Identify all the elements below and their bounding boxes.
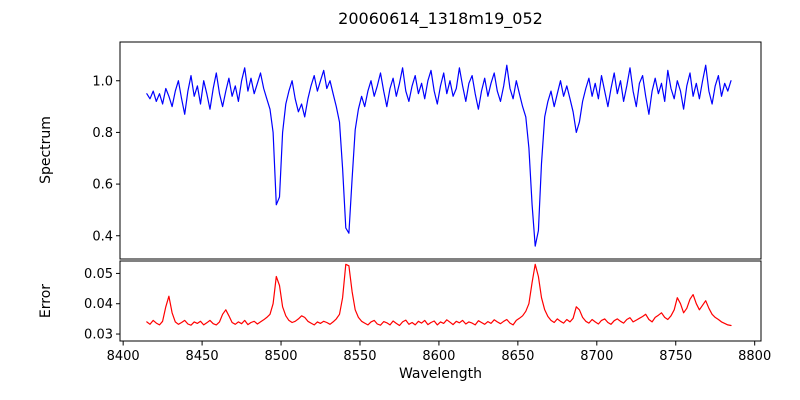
wavelength-axis-label: Wavelength (398, 366, 483, 382)
y-tick-label: 0.05 (84, 267, 113, 282)
y-tick-label: 1.0 (92, 74, 113, 89)
error-line (146, 263, 732, 327)
chart-title: 20060614_1318m19_052 (338, 9, 543, 28)
y-tick-label: 0.03 (84, 328, 113, 343)
x-tick-label: 8500 (264, 349, 297, 364)
y-tick-label: 0.8 (92, 126, 113, 141)
panel-frame-spectrum (119, 41, 762, 260)
x-tick-label: 8650 (501, 349, 534, 364)
x-tick-label: 8550 (343, 349, 376, 364)
spectrum-line (146, 64, 732, 247)
x-tick-label: 8750 (659, 349, 692, 364)
x-tick-label: 8600 (422, 349, 455, 364)
y-tick-label: 0.04 (84, 297, 113, 312)
x-tick-label: 8800 (738, 349, 771, 364)
y-tick-label: 0.4 (92, 229, 113, 244)
x-tick-label: 8450 (186, 349, 219, 364)
y-tick-label: 0.6 (92, 178, 113, 193)
panel-frame-error (119, 260, 762, 342)
x-tick-label: 8400 (107, 349, 140, 364)
x-tick-label: 8700 (580, 349, 613, 364)
